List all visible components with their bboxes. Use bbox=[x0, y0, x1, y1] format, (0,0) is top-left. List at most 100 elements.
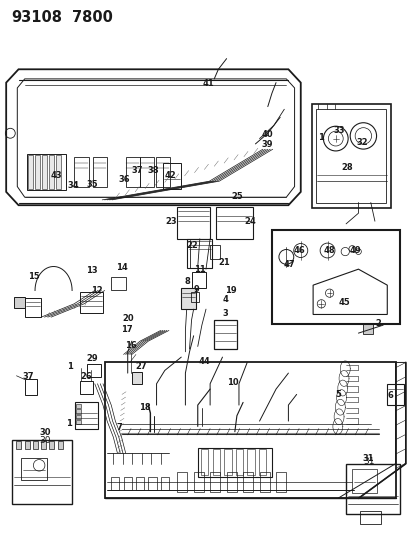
Text: 31: 31 bbox=[363, 457, 375, 466]
Bar bbox=[201, 449, 208, 475]
Bar bbox=[181, 288, 196, 309]
Bar bbox=[42, 155, 47, 189]
Text: 6: 6 bbox=[388, 391, 393, 400]
Bar bbox=[80, 381, 93, 394]
Text: 36: 36 bbox=[119, 175, 130, 184]
Text: 23: 23 bbox=[165, 217, 177, 226]
Text: 1: 1 bbox=[318, 133, 323, 142]
Bar bbox=[93, 157, 107, 187]
Bar bbox=[192, 272, 206, 288]
Text: 17: 17 bbox=[121, 325, 133, 334]
Bar bbox=[56, 155, 61, 189]
Bar bbox=[191, 292, 199, 302]
Text: 24: 24 bbox=[245, 217, 256, 226]
Text: 13: 13 bbox=[86, 266, 97, 275]
Text: 9: 9 bbox=[193, 285, 199, 294]
Text: 26: 26 bbox=[81, 372, 92, 381]
Bar bbox=[33, 441, 38, 449]
Text: 5: 5 bbox=[335, 390, 341, 399]
Text: 14: 14 bbox=[116, 263, 128, 272]
Bar bbox=[187, 239, 212, 268]
Bar bbox=[177, 472, 187, 492]
Bar bbox=[25, 298, 41, 317]
Text: 37: 37 bbox=[22, 372, 34, 381]
Text: 30: 30 bbox=[39, 436, 51, 445]
Bar bbox=[126, 157, 140, 187]
Bar bbox=[272, 230, 400, 324]
Bar bbox=[352, 469, 377, 493]
Bar bbox=[243, 472, 253, 492]
Bar bbox=[316, 109, 386, 203]
Bar bbox=[312, 104, 391, 208]
Bar bbox=[136, 477, 144, 490]
Bar bbox=[260, 472, 270, 492]
Bar bbox=[35, 155, 40, 189]
Text: 30: 30 bbox=[39, 428, 51, 437]
Bar bbox=[148, 477, 157, 490]
Text: 93108: 93108 bbox=[11, 10, 62, 25]
Text: 4: 4 bbox=[223, 295, 229, 304]
Text: 3: 3 bbox=[223, 309, 229, 318]
Bar bbox=[198, 448, 272, 477]
Text: 35: 35 bbox=[87, 180, 98, 189]
Bar bbox=[111, 477, 119, 490]
Bar bbox=[21, 458, 47, 480]
Bar bbox=[210, 245, 220, 259]
Text: 40: 40 bbox=[261, 130, 273, 139]
Bar bbox=[213, 449, 220, 475]
Text: 43: 43 bbox=[51, 172, 62, 180]
Bar bbox=[25, 441, 30, 449]
Bar bbox=[363, 324, 373, 334]
Bar bbox=[76, 420, 81, 424]
Text: 8: 8 bbox=[185, 277, 191, 286]
Text: 37: 37 bbox=[131, 166, 143, 175]
Bar bbox=[132, 372, 142, 384]
Bar bbox=[12, 440, 72, 504]
Text: 38: 38 bbox=[147, 166, 159, 175]
Text: 27: 27 bbox=[136, 362, 147, 371]
Bar bbox=[41, 441, 46, 449]
Text: 46: 46 bbox=[293, 246, 305, 255]
Text: 49: 49 bbox=[350, 246, 361, 255]
Bar bbox=[247, 449, 255, 475]
Text: 47: 47 bbox=[284, 261, 295, 269]
Bar bbox=[75, 402, 98, 429]
Bar bbox=[16, 441, 21, 449]
Bar bbox=[28, 155, 33, 189]
Bar bbox=[49, 155, 54, 189]
Bar bbox=[224, 449, 232, 475]
Bar bbox=[140, 157, 154, 187]
Bar bbox=[227, 472, 237, 492]
Text: 7800: 7800 bbox=[72, 10, 113, 25]
Bar bbox=[74, 157, 89, 187]
Bar bbox=[276, 472, 286, 492]
Bar bbox=[76, 404, 81, 408]
Bar bbox=[161, 477, 169, 490]
Bar bbox=[214, 320, 237, 349]
Bar bbox=[210, 472, 220, 492]
Text: 7: 7 bbox=[117, 423, 122, 432]
Text: 42: 42 bbox=[164, 172, 176, 180]
Text: 39: 39 bbox=[261, 141, 273, 149]
Bar bbox=[124, 477, 132, 490]
Text: 1: 1 bbox=[67, 362, 73, 371]
Bar bbox=[80, 292, 103, 313]
Text: 16: 16 bbox=[125, 341, 137, 350]
Text: 41: 41 bbox=[203, 79, 214, 87]
Text: 10: 10 bbox=[227, 378, 239, 387]
Bar bbox=[236, 449, 243, 475]
Text: 44: 44 bbox=[198, 357, 210, 366]
Bar bbox=[346, 464, 400, 514]
Text: 18: 18 bbox=[139, 403, 151, 412]
Bar bbox=[49, 441, 54, 449]
Text: 11: 11 bbox=[194, 265, 206, 273]
Bar bbox=[25, 379, 37, 395]
Text: 33: 33 bbox=[334, 126, 345, 134]
Text: 48: 48 bbox=[324, 246, 335, 255]
Text: 29: 29 bbox=[87, 354, 98, 363]
Text: 22: 22 bbox=[186, 241, 198, 249]
Text: 45: 45 bbox=[338, 298, 350, 307]
Bar bbox=[87, 364, 101, 377]
Bar bbox=[156, 157, 170, 187]
Bar bbox=[177, 207, 210, 239]
